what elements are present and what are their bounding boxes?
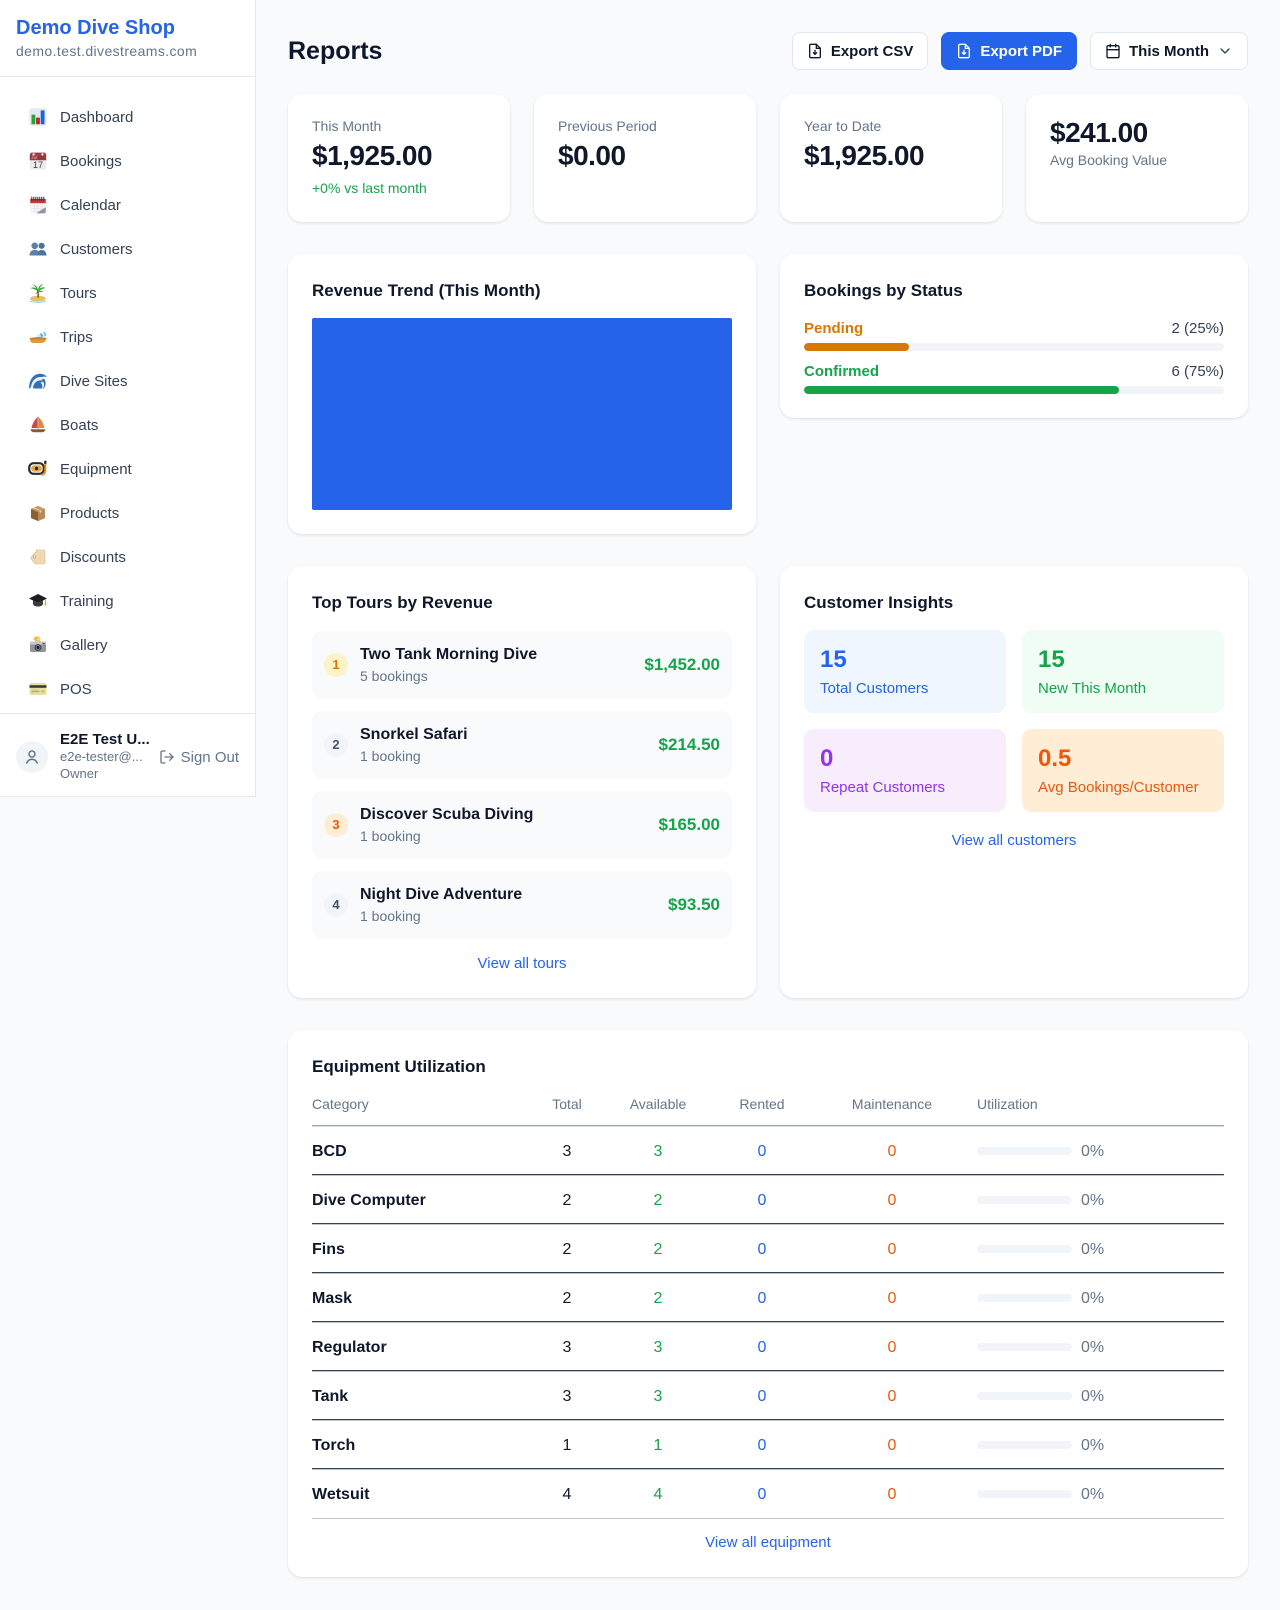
svg-text:Jul: Jul: [31, 156, 38, 161]
svg-text:17: 17: [33, 160, 43, 170]
